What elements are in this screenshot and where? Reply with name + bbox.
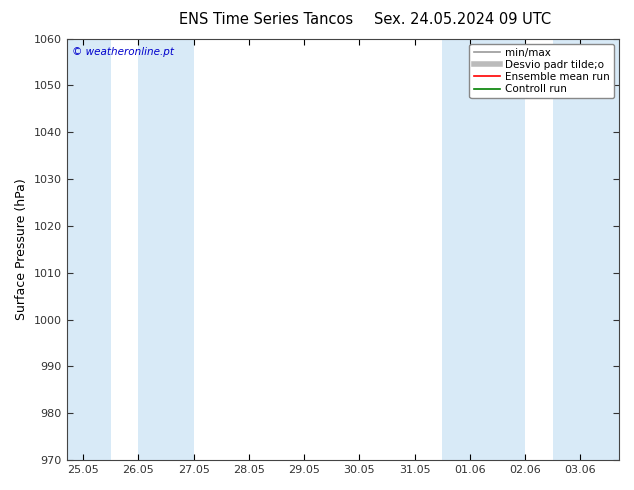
- Bar: [442, 39, 525, 460]
- Bar: [138, 39, 193, 460]
- Text: ENS Time Series Tancos: ENS Time Series Tancos: [179, 12, 353, 27]
- Text: Sex. 24.05.2024 09 UTC: Sex. 24.05.2024 09 UTC: [374, 12, 552, 27]
- Bar: [553, 39, 619, 460]
- Legend: min/max, Desvio padr tilde;o, Ensemble mean run, Controll run: min/max, Desvio padr tilde;o, Ensemble m…: [469, 44, 614, 98]
- Text: © weatheronline.pt: © weatheronline.pt: [72, 47, 174, 57]
- Y-axis label: Surface Pressure (hPa): Surface Pressure (hPa): [15, 178, 28, 320]
- Bar: [67, 39, 111, 460]
